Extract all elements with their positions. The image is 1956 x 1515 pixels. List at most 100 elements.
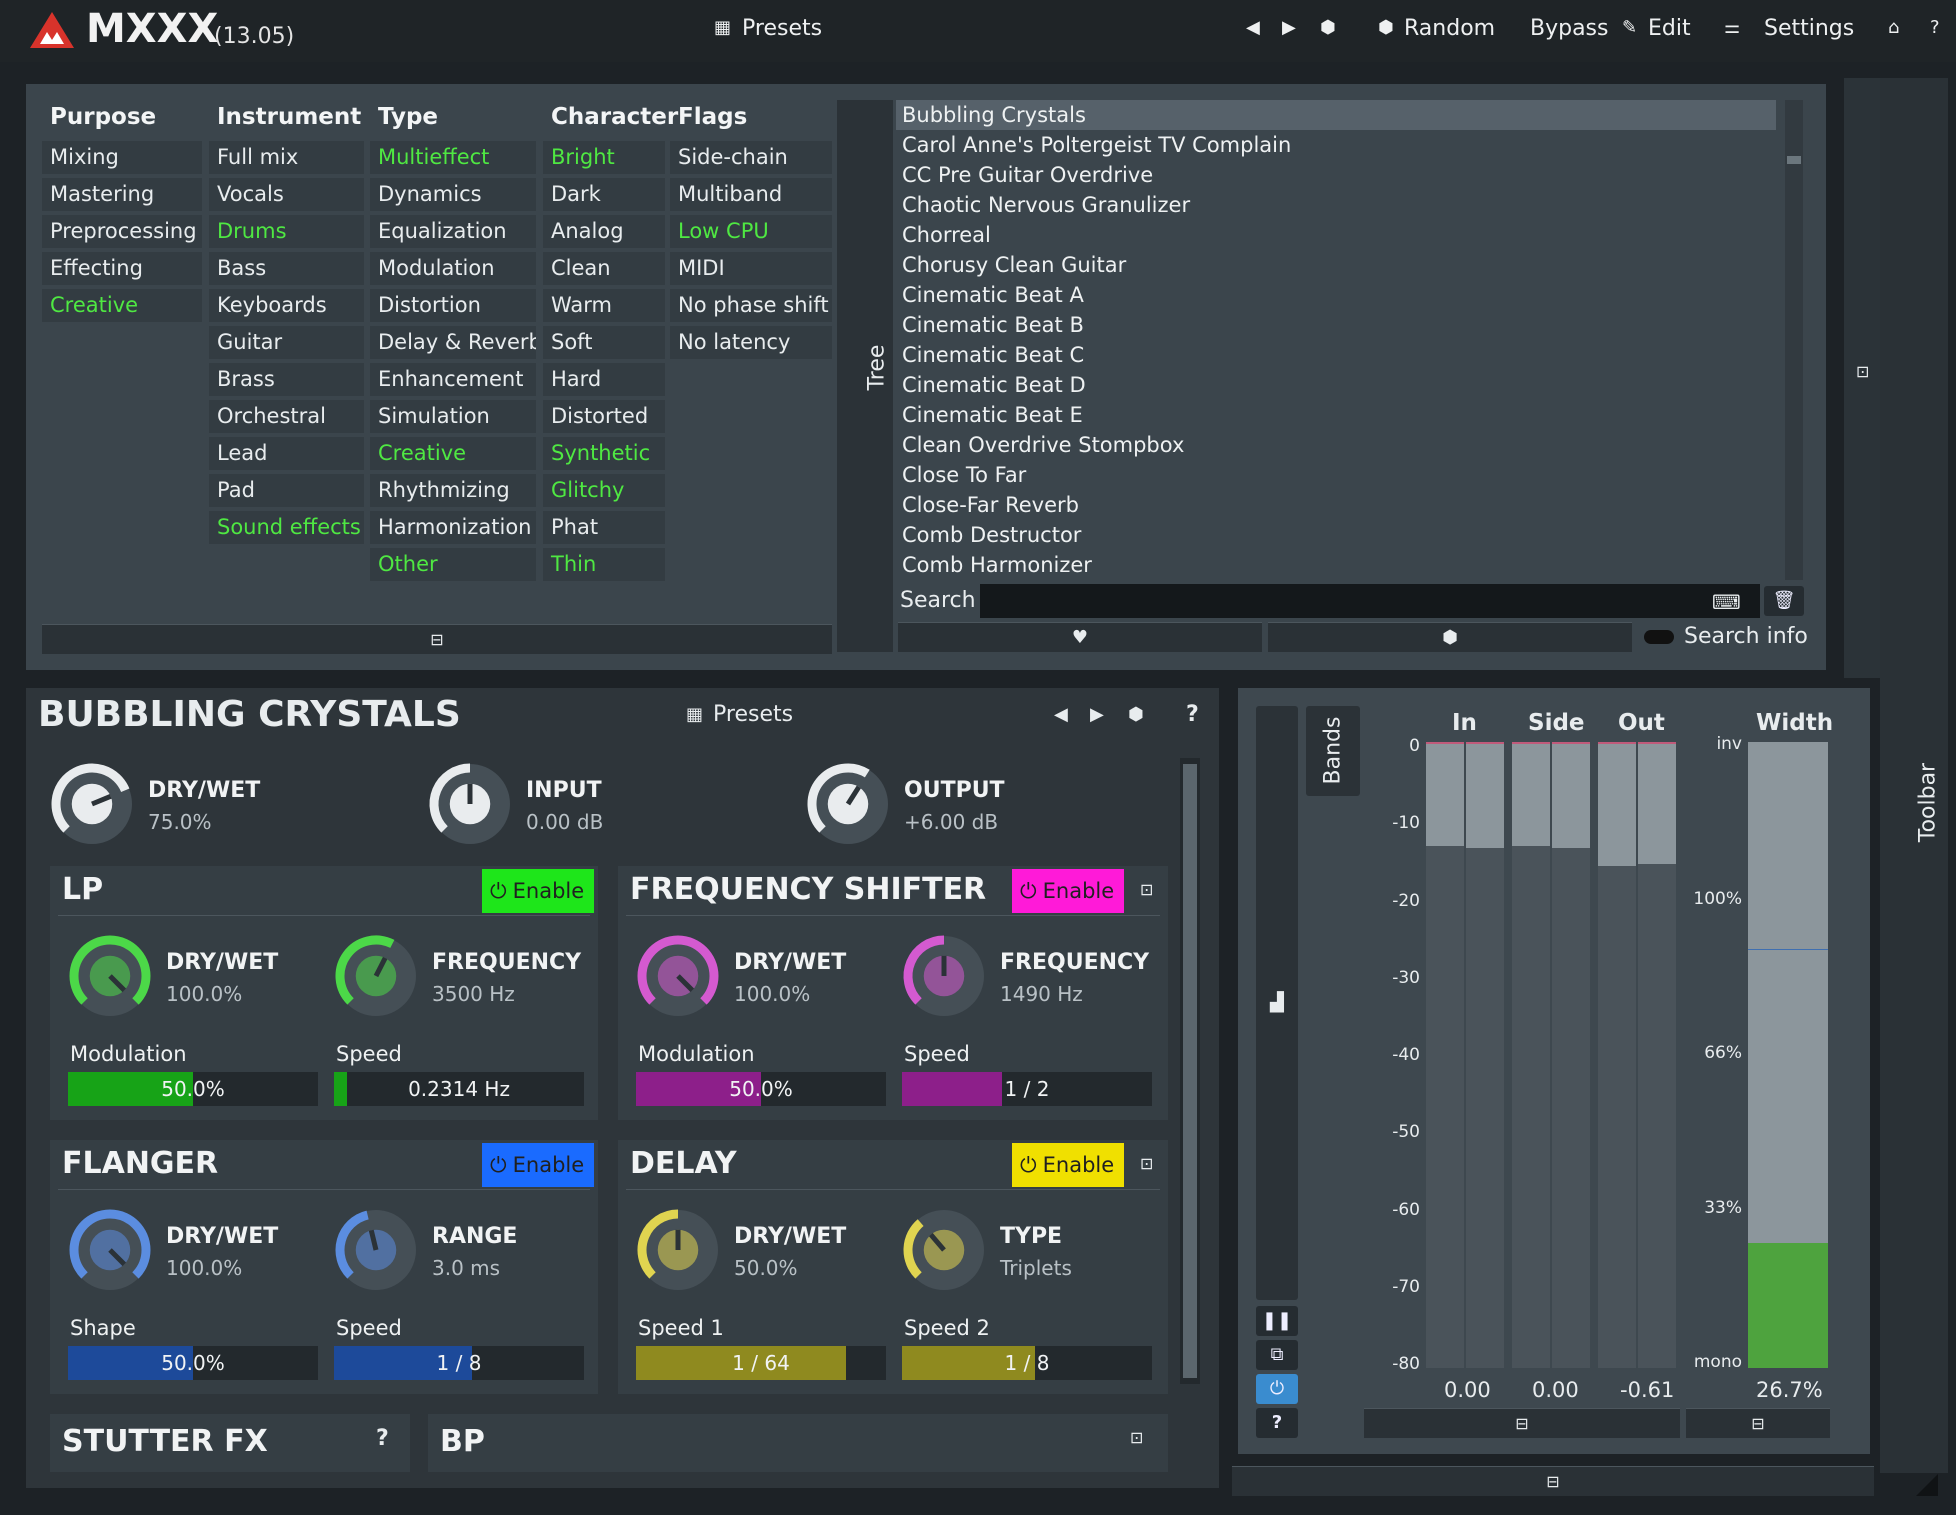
category-item[interactable]: Delay & Reverb [370,326,536,359]
freq-slider-1[interactable]: 50.0% [636,1072,886,1106]
category-item[interactable]: Simulation [370,400,536,433]
category-item[interactable]: Enhancement [370,363,536,396]
trash-icon[interactable]: 🗑 [1764,586,1804,616]
editor-scrollbar[interactable] [1180,758,1200,1384]
bands-button[interactable] [1306,706,1360,796]
preset-list-item[interactable]: CC Pre Guitar Overdrive [902,163,1154,187]
category-item[interactable]: Equalization [370,215,536,248]
category-item[interactable]: Full mix [209,141,364,174]
editor-presets-button[interactable]: Presets [713,702,794,727]
category-item[interactable]: MIDI [670,252,832,285]
flanger-knob-1[interactable] [66,1206,154,1294]
editor-scrollbar-thumb[interactable] [1183,764,1197,1378]
preset-list-item[interactable]: Comb Destructor [902,523,1082,547]
delay-expand-icon[interactable]: ⊡ [1140,1154,1154,1173]
meter-left-strip[interactable] [1256,706,1298,1300]
category-item[interactable]: Distorted [543,400,665,433]
editor-help-icon[interactable]: ? [1186,702,1199,727]
preset-list-item[interactable]: Chaotic Nervous Granulizer [902,193,1191,217]
preset-list-item[interactable]: Close-Far Reverb [902,493,1079,517]
lp-knob-1[interactable] [66,932,154,1020]
category-item[interactable]: Orchestral [209,400,364,433]
category-item[interactable]: Dynamics [370,178,536,211]
delay-knob-1[interactable] [634,1206,722,1294]
scrollbar-thumb[interactable] [1787,156,1801,164]
category-item[interactable]: Bright [543,141,665,174]
freq-knob-1[interactable] [634,932,722,1020]
editor-next-arrow-icon[interactable]: ▶ [1090,704,1104,725]
stutter-help-icon[interactable]: ? [376,1426,389,1451]
bottom-collapse-button[interactable]: ⊟ [1232,1466,1874,1496]
dice-random-icon[interactable]: ⬢ [1320,17,1336,38]
meter-help-icon[interactable]: ? [1256,1408,1298,1438]
main-knob[interactable] [426,760,514,848]
category-item[interactable]: Distortion [370,289,536,322]
category-item[interactable]: Effecting [42,252,202,285]
category-item[interactable]: Phat [543,511,665,544]
bp-module[interactable] [428,1414,1168,1472]
tree-toggle[interactable] [837,100,893,652]
preset-list-item[interactable]: Cinematic Beat E [902,403,1083,427]
preset-list-item[interactable]: Comb Harmonizer [902,553,1092,577]
category-item[interactable]: Dark [543,178,665,211]
category-item[interactable]: Side-chain [670,141,832,174]
help-icon[interactable]: ? [1930,17,1940,38]
preset-list-item[interactable]: Chorusy Clean Guitar [902,253,1127,277]
preset-list-item[interactable]: Chorreal [902,223,991,247]
category-item[interactable]: Multiband [670,178,832,211]
category-item[interactable]: Mastering [42,178,202,211]
random-button[interactable]: Random [1404,16,1496,41]
main-knob[interactable] [48,760,136,848]
flanger-slider-1[interactable]: 50.0% [68,1346,318,1380]
category-item[interactable]: Warm [543,289,665,322]
bp-expand-icon[interactable]: ⊡ [1130,1428,1144,1447]
category-item[interactable]: Hard [543,363,665,396]
flanger-slider-2[interactable]: 1 / 8 [334,1346,584,1380]
expand-icon[interactable]: ⊡ [1856,362,1870,381]
preset-list-item[interactable]: Clean Overdrive Stompbox [902,433,1185,457]
preset-list-item[interactable]: Bubbling Crystals [896,100,1776,130]
category-item[interactable]: Low CPU [670,215,832,248]
preset-list-item[interactable]: Cinematic Beat D [902,373,1086,397]
category-item[interactable]: No latency [670,326,832,359]
lp-knob-2[interactable] [332,932,420,1020]
power-icon[interactable]: ⏻ [1256,1374,1298,1404]
category-item[interactable]: Preprocessing [42,215,202,248]
category-item[interactable]: Multieffect [370,141,536,174]
editor-dice-icon[interactable]: ⬢ [1128,704,1144,725]
category-item[interactable]: Rhythmizing [370,474,536,507]
category-item[interactable]: Glitchy [543,474,665,507]
category-item[interactable]: Mixing [42,141,202,174]
flanger-knob-2[interactable] [332,1206,420,1294]
freq-knob-2[interactable] [900,932,988,1020]
random-preset-dice-icon[interactable]: ⬢ [1268,622,1632,652]
preset-list-scrollbar[interactable] [1785,100,1803,580]
search-input[interactable] [980,584,1760,618]
width-collapse-button[interactable]: ⊟ [1686,1408,1830,1438]
category-item[interactable]: Harmonization [370,511,536,544]
toolbar-panel[interactable] [1880,78,1948,1473]
category-item[interactable]: Keyboards [209,289,364,322]
pause-icon[interactable]: ❚❚ [1256,1306,1298,1336]
popout-icon[interactable]: ⧉ [1256,1340,1298,1370]
category-item[interactable]: Pad [209,474,364,507]
preset-list-item[interactable]: Cinematic Beat B [902,313,1084,337]
category-item[interactable]: No phase shift [670,289,832,322]
category-item[interactable]: Guitar [209,326,364,359]
next-preset-arrow-icon[interactable]: ▶ [1282,17,1296,38]
category-item[interactable]: Creative [42,289,202,322]
category-item[interactable]: Clean [543,252,665,285]
delay-slider-1[interactable]: 1 / 64 [636,1346,886,1380]
category-item[interactable]: Other [370,548,536,581]
delay-slider-2[interactable]: 1 / 8 [902,1346,1152,1380]
lp-slider-1[interactable]: 50.0% [68,1072,318,1106]
category-item[interactable]: Thin [543,548,665,581]
editor-previous-arrow-icon[interactable]: ◀ [1054,704,1068,725]
category-item[interactable]: Analog [543,215,665,248]
category-item[interactable]: Synthetic [543,437,665,470]
freq-slider-2[interactable]: 1 / 2 [902,1072,1152,1106]
category-item[interactable]: Soft [543,326,665,359]
preset-list-item[interactable]: Cinematic Beat A [902,283,1084,307]
category-item[interactable]: Vocals [209,178,364,211]
main-knob[interactable] [804,760,892,848]
